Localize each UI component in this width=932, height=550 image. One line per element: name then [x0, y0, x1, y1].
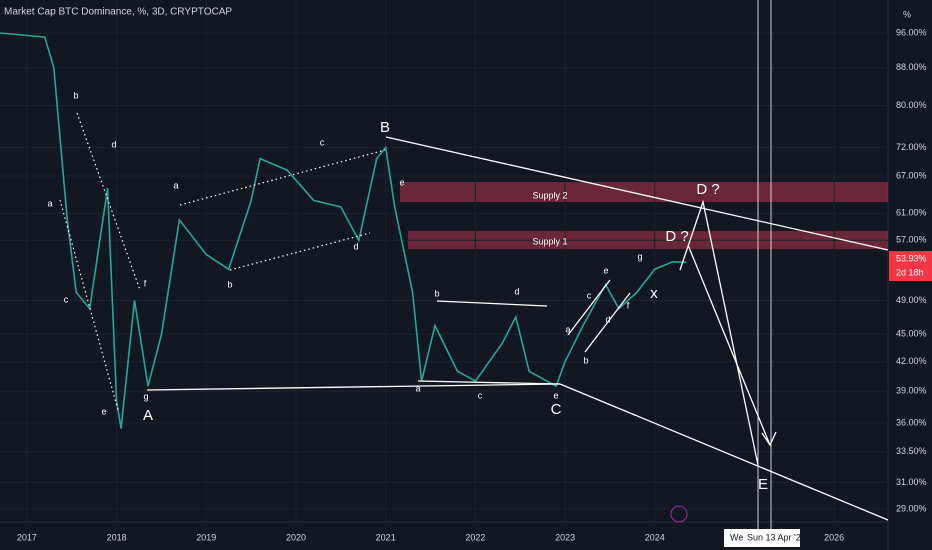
wave-label: E	[758, 476, 768, 493]
wave-label: b	[434, 288, 439, 298]
projection	[679, 199, 759, 466]
y-tick-label: 42.00%	[896, 356, 927, 366]
wave-label: g	[143, 391, 148, 401]
wave-label: f	[144, 278, 147, 288]
crosshair-tag	[724, 529, 800, 547]
y-tick-label: 36.00%	[896, 417, 927, 427]
wave-label: d	[353, 241, 358, 251]
crosshair-day: We	[730, 532, 743, 542]
wave-label: b	[227, 279, 232, 289]
wave-label: c	[64, 294, 69, 304]
wave-label: B	[380, 119, 390, 136]
dotted-lines	[59, 112, 386, 411]
y-tick-label: 80.00%	[896, 100, 927, 110]
x-tick-label: 2018	[107, 532, 127, 542]
y-tick-label: 39.00%	[896, 386, 927, 396]
y-tick-label: 31.00%	[896, 477, 927, 487]
last-price: 53.93%	[896, 253, 927, 263]
countdown: 2d 18h	[896, 267, 924, 277]
y-tick-label: 96.00%	[896, 27, 927, 37]
wave-label: c	[320, 137, 325, 147]
y-tick-label: 67.00%	[896, 170, 927, 180]
wave-label: e	[553, 390, 558, 400]
wave-label: a	[47, 198, 52, 208]
wave-label: b	[583, 355, 588, 365]
x-tick-label: 2017	[17, 532, 37, 542]
x-tick-label: 2023	[555, 532, 575, 542]
trend-line	[559, 383, 889, 521]
wave-label: c	[478, 390, 483, 400]
y-tick-label: 49.00%	[896, 295, 927, 305]
y-tick-label: 33.50%	[896, 446, 927, 456]
projection	[687, 244, 771, 446]
trend-lines	[146, 136, 889, 521]
wave-label: b	[73, 90, 78, 100]
event-icon[interactable]	[670, 505, 688, 523]
wave-label: e	[603, 265, 608, 275]
crosshair-date: Sun 13 Apr '25	[747, 532, 806, 542]
price-tag	[889, 251, 932, 281]
wave-label: C	[551, 401, 562, 418]
wave-label: D ?	[665, 228, 688, 245]
dotted-line	[229, 232, 371, 271]
wave-label: d	[605, 314, 610, 324]
channel-line	[584, 292, 631, 353]
arrow-head	[761, 431, 777, 447]
wave-label: g	[637, 251, 642, 261]
plot	[0, 0, 888, 522]
x-tick-label: 2024	[645, 532, 665, 542]
y-tick-label: 88.00%	[896, 62, 927, 72]
chart-title: Market Cap BTC Dominance, %, 3D, CRYPTOC…	[4, 7, 232, 18]
dotted-line	[179, 149, 386, 206]
y-tick-label: 57.00%	[896, 235, 927, 245]
wave-label: x	[650, 285, 658, 302]
wave-label: e	[101, 406, 106, 416]
x-tick-label: 2019	[196, 532, 216, 542]
wave-label: f	[627, 300, 630, 310]
y-tick-label: 45.00%	[896, 329, 927, 339]
trend-line	[385, 136, 889, 251]
zone-label: Supply 2	[532, 190, 567, 200]
wave-label: D ?	[696, 181, 719, 198]
wave-label: a	[565, 324, 570, 334]
wave-label: a	[173, 180, 178, 190]
price-line	[0, 32, 687, 429]
x-tick-label: 2020	[286, 532, 306, 542]
y-tick-label: 61.00%	[896, 208, 927, 218]
trend-line	[436, 300, 548, 307]
trend-line	[417, 380, 561, 385]
supply-zone	[400, 182, 888, 202]
wave-label: d	[514, 286, 519, 296]
y-tick-label: 29.00%	[896, 503, 927, 513]
zone-label: Supply 1	[532, 236, 567, 246]
axis-unit: %	[903, 9, 911, 19]
channel-line	[567, 279, 611, 336]
x-tick-label: 2022	[465, 532, 485, 542]
wave-label: c	[587, 290, 592, 300]
wave-label: a	[415, 383, 420, 393]
wave-label: A	[143, 407, 153, 424]
x-tick-label: 2026	[824, 532, 844, 542]
wave-label: e	[399, 177, 404, 187]
wave-label: d	[111, 139, 116, 149]
x-tick-label: 2021	[376, 532, 396, 542]
y-tick-label: 72.00%	[896, 142, 927, 152]
dotted-line	[59, 199, 119, 411]
trend-line	[146, 383, 561, 391]
